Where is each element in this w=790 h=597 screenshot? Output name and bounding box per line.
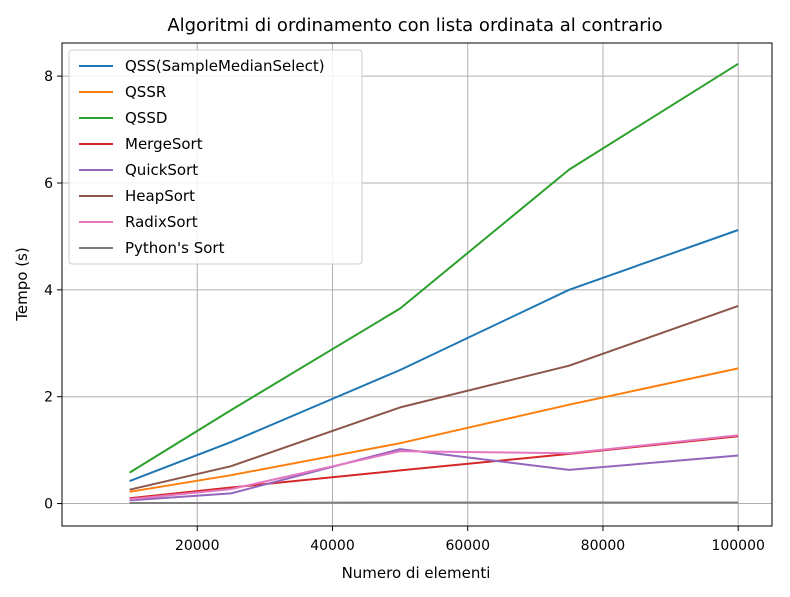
legend-label: MergeSort: [125, 135, 203, 153]
legend-label: QuickSort: [125, 161, 198, 179]
legend: QSS(SampleMedianSelect) QSSR QSSD MergeSort…: [68, 49, 363, 265]
x-tick-label: 100000: [711, 538, 764, 554]
y-tick-label: 6: [44, 176, 53, 192]
y-tick-label: 8: [44, 69, 53, 85]
series-line-6: [129, 434, 739, 501]
series-line-7: [129, 501, 739, 504]
x-tick-label: 40000: [310, 538, 355, 554]
series-layer: [129, 62, 739, 504]
legend-label: QSSD: [125, 109, 167, 127]
legend-box: [68, 49, 363, 265]
ticks-layer: 20000 40000 60000 80000 100000 0 2 4 6 8: [44, 69, 765, 554]
series-line-1: [129, 367, 739, 493]
y-tick-label: 4: [44, 283, 53, 299]
legend-label: QSSR: [125, 83, 166, 101]
series-line-2: [129, 62, 739, 474]
legend-label: QSS(SampleMedianSelect): [125, 57, 325, 75]
legend-label: RadixSort: [125, 213, 198, 231]
chart-title: Algoritmi di ordinamento con lista ordin…: [167, 15, 662, 36]
x-axis-label: Numero di elementi: [342, 564, 491, 582]
legend-label: Python's Sort: [125, 239, 225, 257]
x-tick-label: 60000: [445, 538, 490, 554]
y-tick-label: 0: [44, 497, 53, 513]
y-tick-label: 2: [44, 390, 53, 406]
series-line-4: [129, 448, 739, 502]
legend-label: HeapSort: [125, 187, 195, 205]
series-line-0: [129, 229, 739, 483]
plot-frame: [61, 42, 773, 527]
series-line-5: [129, 304, 739, 491]
x-tick-label: 80000: [581, 538, 626, 554]
x-tick-label: 20000: [175, 538, 220, 554]
y-axis-label: Tempo (s): [13, 247, 31, 321]
